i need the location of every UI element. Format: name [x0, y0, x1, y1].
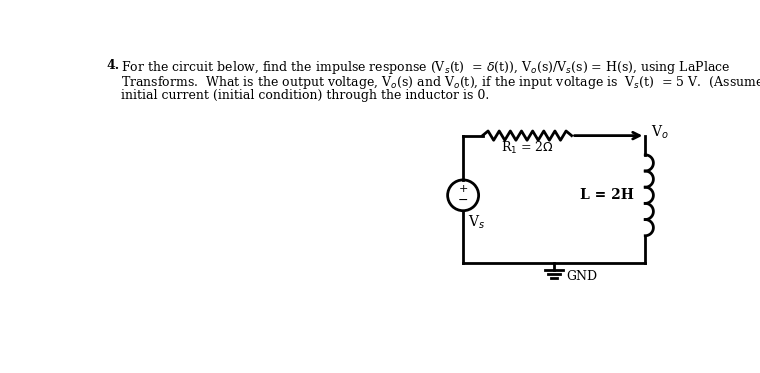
- Text: GND: GND: [567, 270, 597, 283]
- Text: V$_s$: V$_s$: [467, 214, 485, 231]
- Text: L = 2H: L = 2H: [580, 188, 634, 202]
- Text: 4.: 4.: [106, 59, 120, 72]
- Text: +: +: [458, 184, 468, 194]
- Text: initial current (initial condition) through the inductor is 0.: initial current (initial condition) thro…: [122, 90, 489, 103]
- Text: −: −: [458, 194, 468, 207]
- Text: For the circuit below, find the impulse response (V$_s$(t)  = $\delta$(t)), V$_o: For the circuit below, find the impulse …: [122, 59, 730, 76]
- Text: R$_1$ = 2$\Omega$: R$_1$ = 2$\Omega$: [501, 140, 553, 156]
- Text: Transforms.  What is the output voltage, V$_o$(s) and V$_o$(t), if the input vol: Transforms. What is the output voltage, …: [122, 74, 760, 91]
- Text: V$_o$: V$_o$: [651, 124, 670, 141]
